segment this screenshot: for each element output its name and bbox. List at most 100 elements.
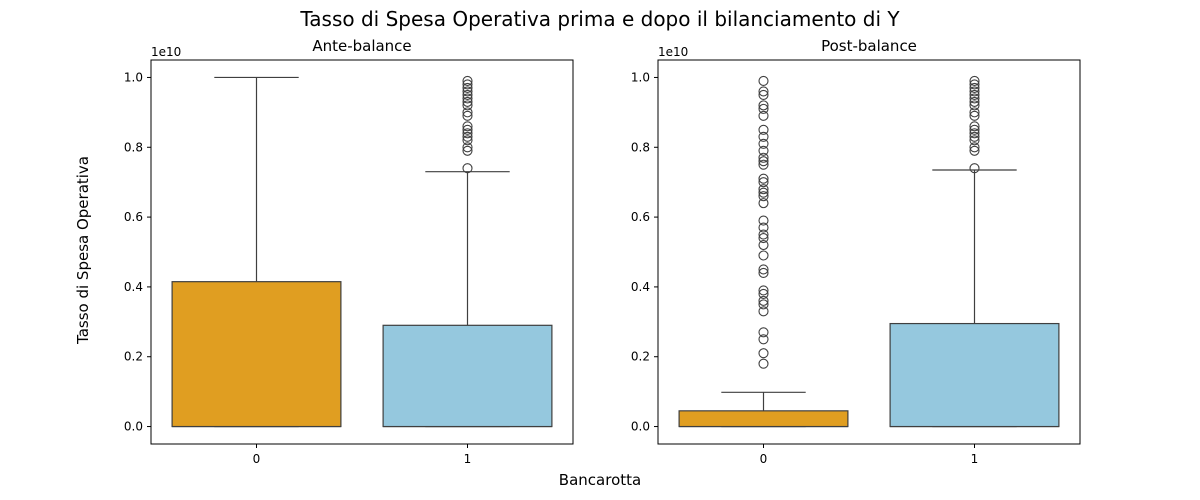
- axes-frame: [150, 59, 574, 445]
- y-tick-label: 0.6: [631, 210, 650, 224]
- outlier-point: [969, 79, 980, 90]
- outlier-point: [758, 184, 769, 195]
- outlier-point: [462, 86, 473, 97]
- box-cat-0: [171, 281, 342, 428]
- outlier-point: [758, 138, 769, 149]
- x-tick-label: 0: [253, 452, 261, 466]
- y-tick-label: 0.2: [631, 350, 650, 364]
- box-cat-0: [678, 410, 849, 428]
- outlier-point: [758, 131, 769, 142]
- x-axis-label: Bancarotta: [559, 471, 641, 489]
- outlier-point: [462, 131, 473, 142]
- outlier-point: [969, 131, 980, 142]
- outlier-point: [758, 267, 769, 278]
- axis-offset-label: 1e10: [658, 45, 688, 59]
- outlier-point: [758, 306, 769, 317]
- outlier-point: [758, 334, 769, 345]
- y-tick-label: 0.8: [631, 140, 650, 154]
- outlier-point: [758, 358, 769, 369]
- outlier-point: [758, 173, 769, 184]
- outlier-point: [969, 89, 980, 100]
- outlier-point: [758, 191, 769, 202]
- y-tick-label: 0.4: [124, 280, 143, 294]
- outlier-point: [462, 75, 473, 86]
- y-tick-label: 0.8: [124, 140, 143, 154]
- outlier-point: [969, 135, 980, 146]
- outlier-point: [758, 295, 769, 306]
- outlier-point: [758, 250, 769, 261]
- outlier-point: [969, 124, 980, 135]
- outlier-point: [969, 110, 980, 121]
- outlier-point: [758, 299, 769, 310]
- outlier-point: [462, 142, 473, 153]
- outlier-point: [969, 93, 980, 104]
- outlier-point: [969, 128, 980, 139]
- outlier-point: [758, 222, 769, 233]
- outlier-point: [758, 86, 769, 97]
- outlier-point: [462, 100, 473, 111]
- outlier-point: [462, 145, 473, 156]
- outlier-point: [969, 145, 980, 156]
- outlier-point: [758, 152, 769, 163]
- outlier-point: [758, 159, 769, 170]
- outlier-point: [758, 327, 769, 338]
- outlier-point: [969, 75, 980, 86]
- outlier-point: [758, 187, 769, 198]
- x-tick-label: 1: [464, 452, 472, 466]
- y-tick-label: 1.0: [631, 70, 650, 84]
- panel-title: Post-balance: [821, 37, 917, 55]
- panel-ante-balance: Ante-balance 1e10 0.0 0.2 0.4 0.6 0.8 1.0 0 1: [124, 37, 574, 466]
- panel-title: Ante-balance: [312, 37, 411, 55]
- outlier-point: [758, 145, 769, 156]
- outlier-point: [462, 124, 473, 135]
- outlier-point: [462, 107, 473, 118]
- outlier-point: [758, 156, 769, 167]
- y-tick-label: 0.4: [631, 280, 650, 294]
- outlier-point: [758, 198, 769, 209]
- outlier-point: [969, 107, 980, 118]
- outlier-point: [758, 89, 769, 100]
- outlier-point: [462, 93, 473, 104]
- box-cat-1: [382, 324, 553, 428]
- y-tick-label: 0.0: [631, 420, 650, 434]
- outlier-point: [758, 229, 769, 240]
- y-tick-label: 1.0: [124, 70, 143, 84]
- y-tick-label: 0.0: [124, 420, 143, 434]
- outlier-point: [758, 103, 769, 114]
- axis-offset-label: 1e10: [151, 45, 181, 59]
- outlier-point: [758, 75, 769, 86]
- outlier-point: [758, 110, 769, 121]
- x-tick-label: 1: [971, 452, 979, 466]
- outlier-point: [969, 96, 980, 107]
- y-axis-label: Tasso di Spesa Operativa: [74, 156, 92, 345]
- x-tick-label: 0: [760, 452, 768, 466]
- outlier-point: [462, 96, 473, 107]
- outlier-point: [758, 239, 769, 251]
- outlier-point: [462, 128, 473, 139]
- outlier-point: [758, 100, 769, 111]
- outlier-point: [758, 177, 769, 188]
- outlier-point: [462, 79, 473, 90]
- outlier-point: [462, 135, 473, 146]
- y-tick-label: 0.2: [124, 350, 143, 364]
- panel-post-balance: Post-balance 1e10 0.0 0.2 0.4 0.6 0.8 1.0 0 1: [631, 37, 1081, 466]
- outlier-point: [758, 215, 769, 226]
- outlier-point: [758, 288, 769, 299]
- outlier-point: [758, 348, 769, 359]
- y-tick-label: 0.6: [124, 210, 143, 224]
- outlier-point: [758, 124, 769, 135]
- axes-frame: [657, 59, 1081, 445]
- outlier-point: [969, 121, 980, 132]
- outlier-point: [969, 100, 980, 111]
- outlier-point: [969, 142, 980, 153]
- outlier-point: [969, 82, 980, 93]
- outlier-point: [462, 121, 473, 132]
- figure-title: Tasso di Spesa Operativa prima e dopo il…: [299, 7, 900, 31]
- outlier-point: [758, 232, 769, 244]
- outlier-point: [462, 82, 473, 93]
- box-cat-1: [889, 322, 1060, 428]
- outlier-point: [969, 86, 980, 97]
- outlier-point: [758, 264, 769, 275]
- outlier-point: [462, 89, 473, 100]
